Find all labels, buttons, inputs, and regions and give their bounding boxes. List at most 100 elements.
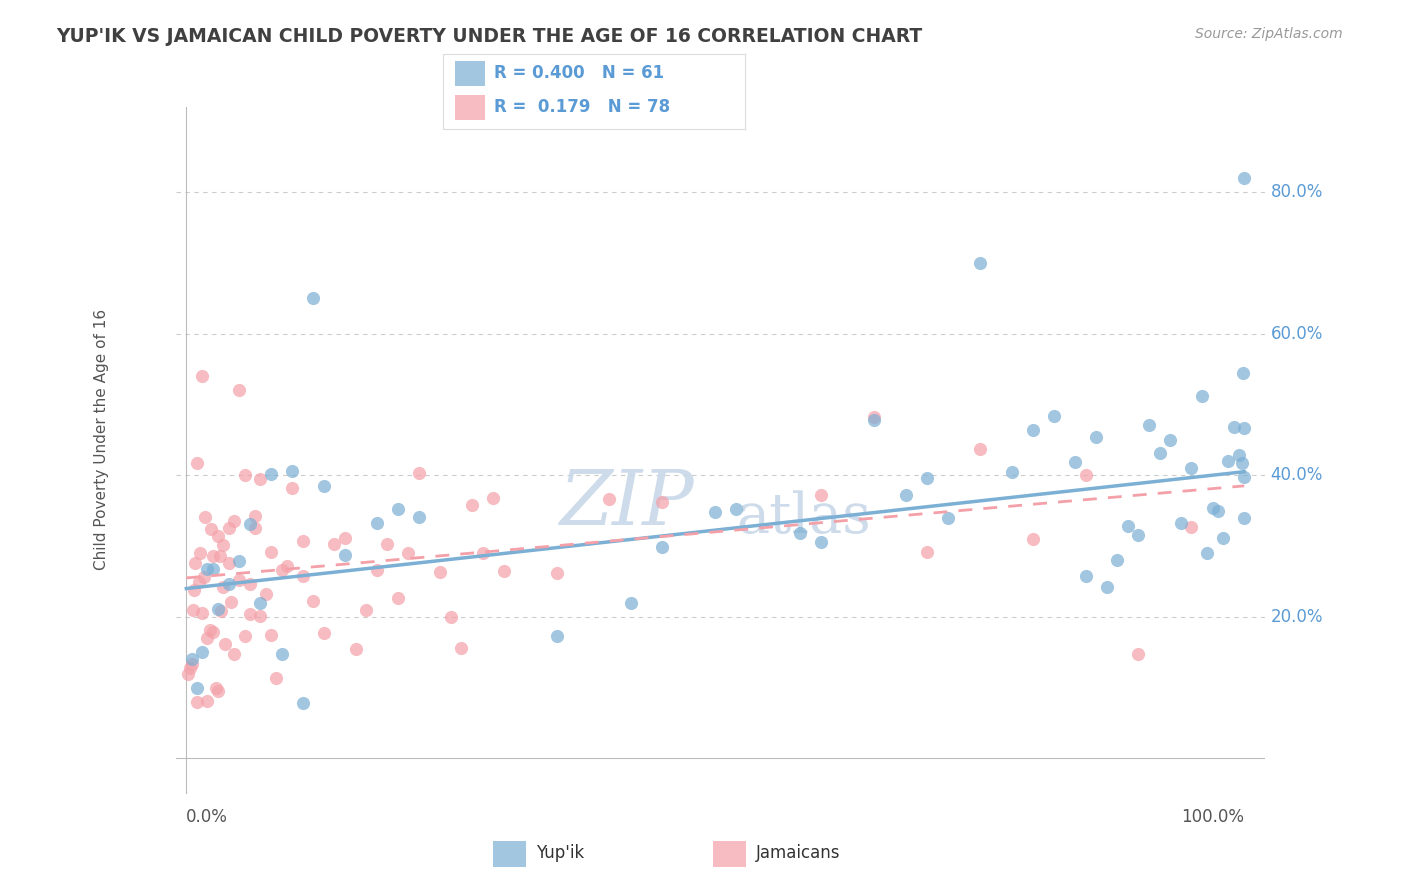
Point (1064, 454, 1087, 468)
Point (193, 570, 215, 584)
Point (1021, 532, 1043, 546)
Text: R =  0.179   N = 78: R = 0.179 N = 78 (495, 97, 671, 116)
Point (270, 563, 292, 577)
Point (546, 566, 568, 580)
Point (354, 603, 377, 617)
Point (264, 671, 287, 685)
Point (398, 546, 420, 560)
Point (179, 661, 201, 675)
Text: 20.0%: 20.0% (1271, 607, 1323, 626)
Point (1233, 421, 1256, 435)
Point (218, 556, 240, 570)
Point (228, 573, 250, 587)
Point (207, 529, 229, 543)
Point (270, 647, 292, 661)
Point (249, 596, 271, 610)
Point (323, 536, 346, 550)
Point (810, 488, 832, 502)
Point (191, 645, 214, 659)
Point (1128, 527, 1150, 541)
Point (1233, 470, 1256, 484)
Point (1149, 445, 1171, 459)
Point (1227, 448, 1250, 462)
Point (482, 491, 505, 506)
Point (186, 456, 208, 470)
Point (201, 625, 224, 640)
Point (212, 580, 235, 594)
Point (1170, 516, 1192, 530)
Point (936, 511, 959, 525)
Point (214, 637, 236, 651)
Point (183, 582, 205, 597)
Point (1095, 580, 1118, 594)
Point (1230, 456, 1253, 470)
Point (471, 547, 494, 561)
Point (1180, 461, 1202, 475)
Point (200, 522, 222, 536)
Point (222, 514, 245, 528)
Point (408, 509, 430, 524)
Point (894, 488, 917, 502)
Point (810, 535, 832, 549)
Text: 60.0%: 60.0% (1271, 325, 1323, 343)
Point (243, 508, 266, 523)
Point (1021, 423, 1043, 437)
Point (366, 516, 388, 530)
Point (492, 564, 515, 578)
Point (1159, 433, 1181, 447)
Point (863, 413, 886, 427)
Point (408, 467, 430, 481)
Point (969, 256, 991, 270)
Point (205, 681, 228, 695)
Point (239, 607, 262, 621)
Point (450, 640, 472, 655)
Point (228, 554, 250, 568)
Text: ZIP: ZIP (560, 467, 695, 541)
Point (387, 501, 409, 516)
Point (281, 464, 304, 478)
Point (197, 562, 219, 576)
Point (1043, 409, 1066, 423)
Point (249, 472, 271, 486)
Point (197, 631, 219, 645)
Point (1085, 430, 1108, 444)
Text: YUP'IK VS JAMAICAN CHILD POVERTY UNDER THE AGE OF 16 CORRELATION CHART: YUP'IK VS JAMAICAN CHILD POVERTY UNDER T… (56, 27, 922, 45)
Text: Jamaicans: Jamaicans (755, 844, 839, 862)
Point (302, 291, 325, 305)
Point (1233, 170, 1256, 185)
Point (312, 479, 335, 493)
Point (333, 548, 356, 562)
Point (312, 626, 335, 640)
Point (260, 467, 283, 481)
Point (239, 517, 262, 532)
Text: R = 0.400   N = 61: R = 0.400 N = 61 (495, 64, 665, 82)
Point (440, 610, 463, 624)
Point (333, 531, 356, 545)
Point (1201, 501, 1223, 516)
Text: 0.0%: 0.0% (187, 808, 228, 826)
Bar (713, 840, 747, 867)
Point (461, 498, 484, 512)
Point (291, 697, 314, 711)
Text: atlas: atlas (737, 491, 872, 545)
Point (209, 604, 232, 618)
Point (233, 629, 256, 643)
Point (184, 556, 207, 570)
Point (1000, 465, 1022, 479)
Point (180, 652, 202, 666)
Point (1180, 520, 1202, 534)
Point (725, 501, 748, 516)
Point (218, 577, 240, 591)
Point (915, 471, 938, 485)
Point (969, 442, 991, 457)
Point (191, 369, 214, 384)
Point (1107, 552, 1129, 566)
Point (1116, 518, 1139, 533)
Point (260, 545, 283, 559)
Point (281, 481, 304, 495)
Point (1074, 467, 1097, 482)
Point (201, 562, 224, 576)
Point (254, 587, 277, 601)
Point (233, 467, 256, 482)
Point (209, 549, 232, 563)
